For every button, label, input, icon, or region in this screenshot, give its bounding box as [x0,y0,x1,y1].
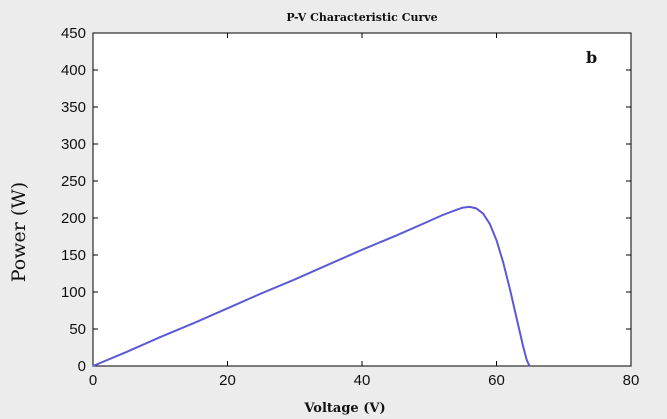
data-point [441,214,444,216]
data-point [468,206,471,208]
data-point [92,365,94,367]
labels: 0 20 40 60 80 0 50 100 150 200 250 300 350 400 450 [61,25,639,389]
series-layer [92,205,531,367]
data-point [462,206,464,209]
y-tick-label: 50 [69,321,86,338]
data-point [159,336,162,338]
data-point [293,278,296,281]
data-point [455,209,457,211]
data-point [428,220,431,222]
y-axis-label: Power (W) [8,182,30,282]
x-tick-label: 80 [623,372,640,389]
y-tick-label: 300 [61,136,86,153]
x-tick-label: 60 [488,372,505,389]
data-point [482,212,484,215]
x-tick-label: 0 [89,372,97,389]
data-point [475,207,478,210]
y-tick-label: 100 [61,284,86,301]
data-point [502,261,505,264]
data-point [525,359,528,361]
y-tick-label: 250 [61,173,86,190]
y-tick-label: 200 [61,210,86,227]
y-tick-label: 350 [61,99,86,116]
data-point [125,351,128,353]
data-point [361,249,363,251]
y-tick-label: 0 [78,358,86,375]
data-point [509,288,511,290]
data-point [488,223,491,225]
axes [92,32,632,367]
data-point [193,322,195,324]
plot-area [93,33,631,366]
data-point [394,234,397,237]
data-point [528,365,531,367]
y-tick-label: 400 [61,62,86,79]
data-point [515,317,518,320]
x-tick-label: 40 [354,372,371,389]
data-point [495,239,498,241]
data-point [260,292,262,295]
panel-annotation: b [586,48,597,67]
data-point [226,307,229,310]
y-tick-label: 150 [61,247,86,264]
data-point [522,346,525,349]
x-tick-label: 20 [219,372,236,389]
data-point [327,263,330,266]
chart-title: P-V Characteristic Curve [286,11,437,24]
x-axis-label: Voltage (V) [303,401,385,416]
y-tick-label: 450 [61,25,86,42]
